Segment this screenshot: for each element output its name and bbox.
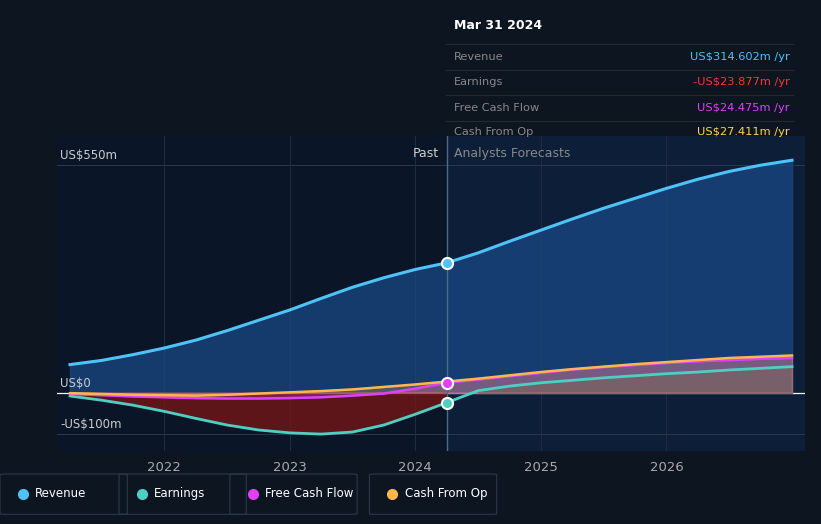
Text: Cash From Op: Cash From Op (405, 487, 487, 500)
Text: US$0: US$0 (60, 377, 91, 390)
Text: US$27.411m /yr: US$27.411m /yr (697, 127, 790, 137)
Text: Analysts Forecasts: Analysts Forecasts (454, 147, 571, 160)
Text: Earnings: Earnings (154, 487, 206, 500)
Bar (447, 136, 805, 451)
Text: Free Cash Flow: Free Cash Flow (454, 103, 539, 113)
Text: -US$100m: -US$100m (60, 418, 122, 431)
Text: Revenue: Revenue (454, 52, 503, 62)
Text: Free Cash Flow: Free Cash Flow (265, 487, 354, 500)
Text: Revenue: Revenue (35, 487, 87, 500)
Text: Mar 31 2024: Mar 31 2024 (454, 19, 542, 32)
Text: US$550m: US$550m (60, 149, 117, 162)
Text: Past: Past (413, 147, 439, 160)
Bar (57, 136, 447, 451)
Text: -US$23.877m /yr: -US$23.877m /yr (693, 78, 790, 88)
Text: Cash From Op: Cash From Op (454, 127, 533, 137)
Text: US$24.475m /yr: US$24.475m /yr (697, 103, 790, 113)
Text: Earnings: Earnings (454, 78, 503, 88)
Text: US$314.602m /yr: US$314.602m /yr (690, 52, 790, 62)
